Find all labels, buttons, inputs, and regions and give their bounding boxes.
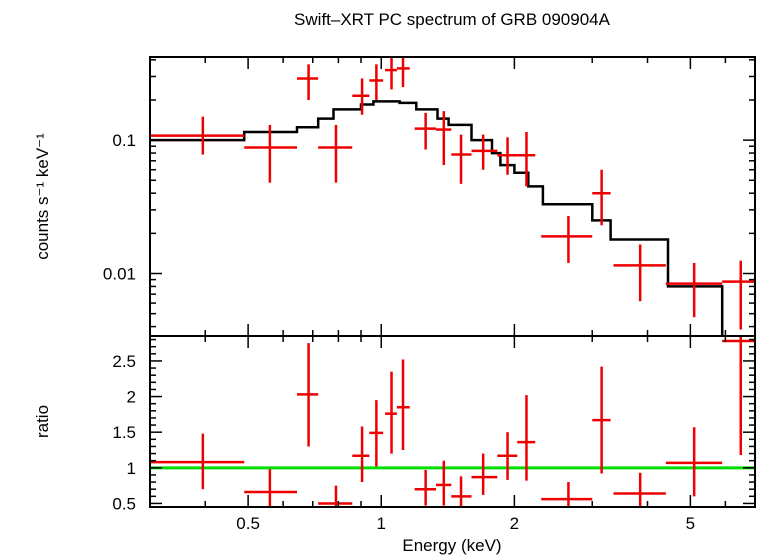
spectrum-y-axis-title: counts s⁻¹ keV⁻¹ (33, 133, 52, 260)
x-tick-label: 2 (510, 514, 519, 533)
spectrum-point-2 (244, 124, 298, 183)
spectrum-frame (149, 56, 756, 337)
spectrum-y-tick-label: 0.01 (103, 265, 136, 284)
spectrum-point-12 (471, 134, 498, 170)
ratio-y-tick-label: 0.5 (112, 494, 136, 513)
ratio-point-8 (396, 359, 410, 450)
ratio-point-10 (436, 460, 452, 506)
ratio-point-11 (451, 476, 472, 507)
x-tick-label: 0.5 (236, 514, 260, 533)
ratio-point-19 (722, 336, 755, 455)
spectrum-point-11 (451, 134, 472, 184)
ratio-point-14 (517, 395, 536, 481)
ratio-point-4 (318, 485, 353, 507)
spectrum-point-16 (592, 169, 611, 226)
spectrum-point-18 (665, 262, 723, 318)
ratio-frame (149, 335, 756, 508)
ratio-point-9 (414, 469, 437, 506)
spectrum-point-3 (297, 64, 319, 100)
spectrum-point-6 (369, 64, 384, 100)
ratio-point-2 (244, 469, 298, 507)
ratio-point-7 (385, 371, 397, 454)
spectrum-point-9 (414, 112, 437, 150)
spectrum-point-13 (497, 137, 518, 175)
model-curve (150, 100, 724, 336)
spectrum-point-10 (436, 111, 452, 166)
spectrum-point-4 (318, 124, 353, 183)
ratio-point-17 (613, 472, 666, 507)
spectrum-point-17 (613, 244, 666, 302)
ratio-point-3 (297, 343, 319, 447)
ratio-point-12 (471, 453, 498, 495)
ratio-y-tick-label: 2.5 (112, 352, 136, 371)
ratio-point-1 (150, 433, 245, 490)
ratio-point-16 (592, 366, 611, 474)
ratio-point-15 (541, 482, 593, 507)
x-tick-label: 5 (686, 514, 695, 533)
ratio-y-axis-title: ratio (33, 405, 52, 438)
ratio-y-tick-label: 2 (127, 388, 136, 407)
ratio-point-13 (497, 432, 518, 480)
spectrum-point-15 (541, 215, 593, 263)
ratio-y-tick-label: 1 (127, 459, 136, 478)
ratio-point-6 (369, 400, 384, 467)
spectrum-point-19 (722, 260, 755, 330)
ratio-y-tick-label: 1.5 (112, 423, 136, 442)
spectrum-point-7 (385, 57, 397, 90)
ratio-panel: 0.5 1 1.5 2 2.5 ratio 0.5 1 2 5 (33, 335, 756, 533)
spectrum-point-14 (517, 132, 536, 187)
spectrum-point-5 (352, 78, 370, 115)
x-tick-label: 1 (377, 514, 386, 533)
ratio-point-18 (665, 427, 723, 497)
ratio-point-5 (352, 426, 370, 483)
x-axis-title: Energy (keV) (402, 536, 501, 555)
spectrum-panel: 0.1 0.01 counts s⁻¹ keV⁻¹ (33, 56, 756, 337)
spectrum-point-1 (150, 116, 245, 155)
spectrum-point-8 (396, 57, 410, 88)
chart-title: Swift–XRT PC spectrum of GRB 090904A (294, 10, 611, 29)
spectrum-y-tick-label: 0.1 (112, 131, 136, 150)
